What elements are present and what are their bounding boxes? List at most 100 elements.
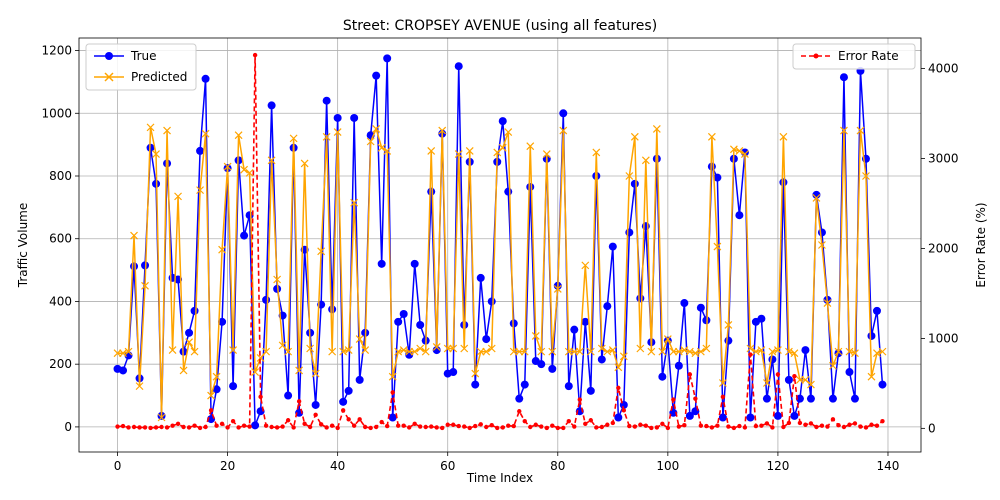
true-point <box>680 299 689 308</box>
error-rate-point <box>462 424 467 429</box>
error-rate-point <box>671 397 676 402</box>
error-rate-point <box>786 420 792 426</box>
predicted-point <box>784 347 793 356</box>
error-rate-point <box>192 423 197 428</box>
true-point <box>273 284 282 293</box>
error-rate-point <box>621 408 627 413</box>
predicted-point <box>146 123 155 132</box>
predicted-point <box>438 126 447 135</box>
error-rate-point <box>605 422 610 427</box>
predicted-point <box>152 150 160 158</box>
error-rate-point <box>682 422 687 428</box>
y-left-tick-label: 200 <box>49 357 72 371</box>
error-rate-point <box>731 425 737 431</box>
error-rate-point <box>418 424 423 429</box>
predicted-point <box>388 372 397 381</box>
true-point <box>850 394 859 403</box>
predicted-point <box>410 347 419 356</box>
predicted-point <box>520 347 529 356</box>
predicted-point <box>262 347 271 356</box>
error-rate-point <box>506 423 511 428</box>
error-rate-point <box>852 421 858 426</box>
true-point <box>311 400 320 409</box>
true-point <box>603 302 612 311</box>
true-point <box>212 385 221 394</box>
true-point <box>608 242 617 251</box>
predicted-point <box>647 347 656 356</box>
x-axis: 0 20 40 60 80 100 120 140 <box>114 452 900 473</box>
true-point <box>581 317 590 326</box>
plot-area <box>113 52 887 431</box>
error-rate-point <box>456 423 461 429</box>
predicted-point <box>245 168 254 177</box>
predicted-point <box>454 150 463 158</box>
predicted-point <box>212 372 221 381</box>
true-point <box>735 211 744 220</box>
predicted-point <box>333 128 342 137</box>
true-point <box>119 366 128 375</box>
error-rate-point <box>841 424 847 430</box>
error-rate-point <box>781 424 786 430</box>
error-rate-point <box>115 424 120 429</box>
true-point <box>515 394 524 403</box>
error-rate-point <box>583 421 588 427</box>
predicted-point <box>394 347 403 356</box>
error-rate-point <box>478 422 483 427</box>
predicted-point <box>718 379 727 387</box>
true-point <box>614 413 623 422</box>
y-axis-right-label: Error Rate (%) <box>974 202 988 287</box>
x-tick-label: 120 <box>766 459 789 473</box>
y-left-tick-label: 1000 <box>41 106 72 120</box>
predicted-point <box>845 347 854 356</box>
legend-true-marker <box>105 52 113 60</box>
error-rate-point <box>539 424 544 429</box>
error-rate-point <box>230 418 236 424</box>
error-rate-point <box>638 422 643 427</box>
x-tick-label: 140 <box>877 459 900 473</box>
error-rate-point <box>395 423 401 428</box>
error-rate-point <box>632 424 638 429</box>
error-rate-point <box>874 423 880 428</box>
error-rate-point <box>318 422 324 427</box>
error-rate-point <box>197 425 203 431</box>
error-rate-point <box>726 424 731 429</box>
predicted-point <box>829 361 837 370</box>
true-point <box>757 314 766 323</box>
error-rate-point <box>797 420 803 426</box>
error-rate-point <box>329 423 335 428</box>
error-rate-point <box>577 397 582 402</box>
error-rate-point <box>137 425 142 430</box>
predicted-point <box>630 132 639 141</box>
error-rate-point <box>148 425 153 431</box>
true-point <box>190 306 199 315</box>
legend-error-label: Error Rate <box>838 49 899 63</box>
predicted-point <box>306 344 315 353</box>
error-rate-point <box>742 425 748 430</box>
y-axis-left-label: Traffic Volume <box>16 203 30 289</box>
legend-error-marker <box>813 53 819 59</box>
predicted-point <box>586 347 595 356</box>
error-rate-point <box>753 423 759 429</box>
y-right-tick-label: 1000 <box>928 331 959 345</box>
true-point <box>630 179 639 188</box>
predicted-point <box>163 126 171 135</box>
predicted-point <box>636 344 645 353</box>
predicted-point <box>818 241 826 249</box>
true-point <box>251 421 260 430</box>
true-point <box>383 54 392 63</box>
error-rate-point <box>495 425 500 431</box>
predicted-point <box>851 349 859 358</box>
y-right-tick-label: 3000 <box>928 152 959 166</box>
predicted-point <box>130 231 138 240</box>
true-point <box>520 380 529 389</box>
error-rate-point <box>434 425 439 430</box>
predicted-point <box>416 344 425 353</box>
error-rate-point <box>594 425 599 430</box>
error-rate-point <box>858 424 863 429</box>
predicted-point <box>625 172 634 180</box>
predicted-point <box>229 346 238 354</box>
predicted-point <box>190 347 199 356</box>
error-rate-point <box>693 396 698 401</box>
error-rate-point <box>709 425 715 430</box>
error-rate-point <box>340 408 346 413</box>
